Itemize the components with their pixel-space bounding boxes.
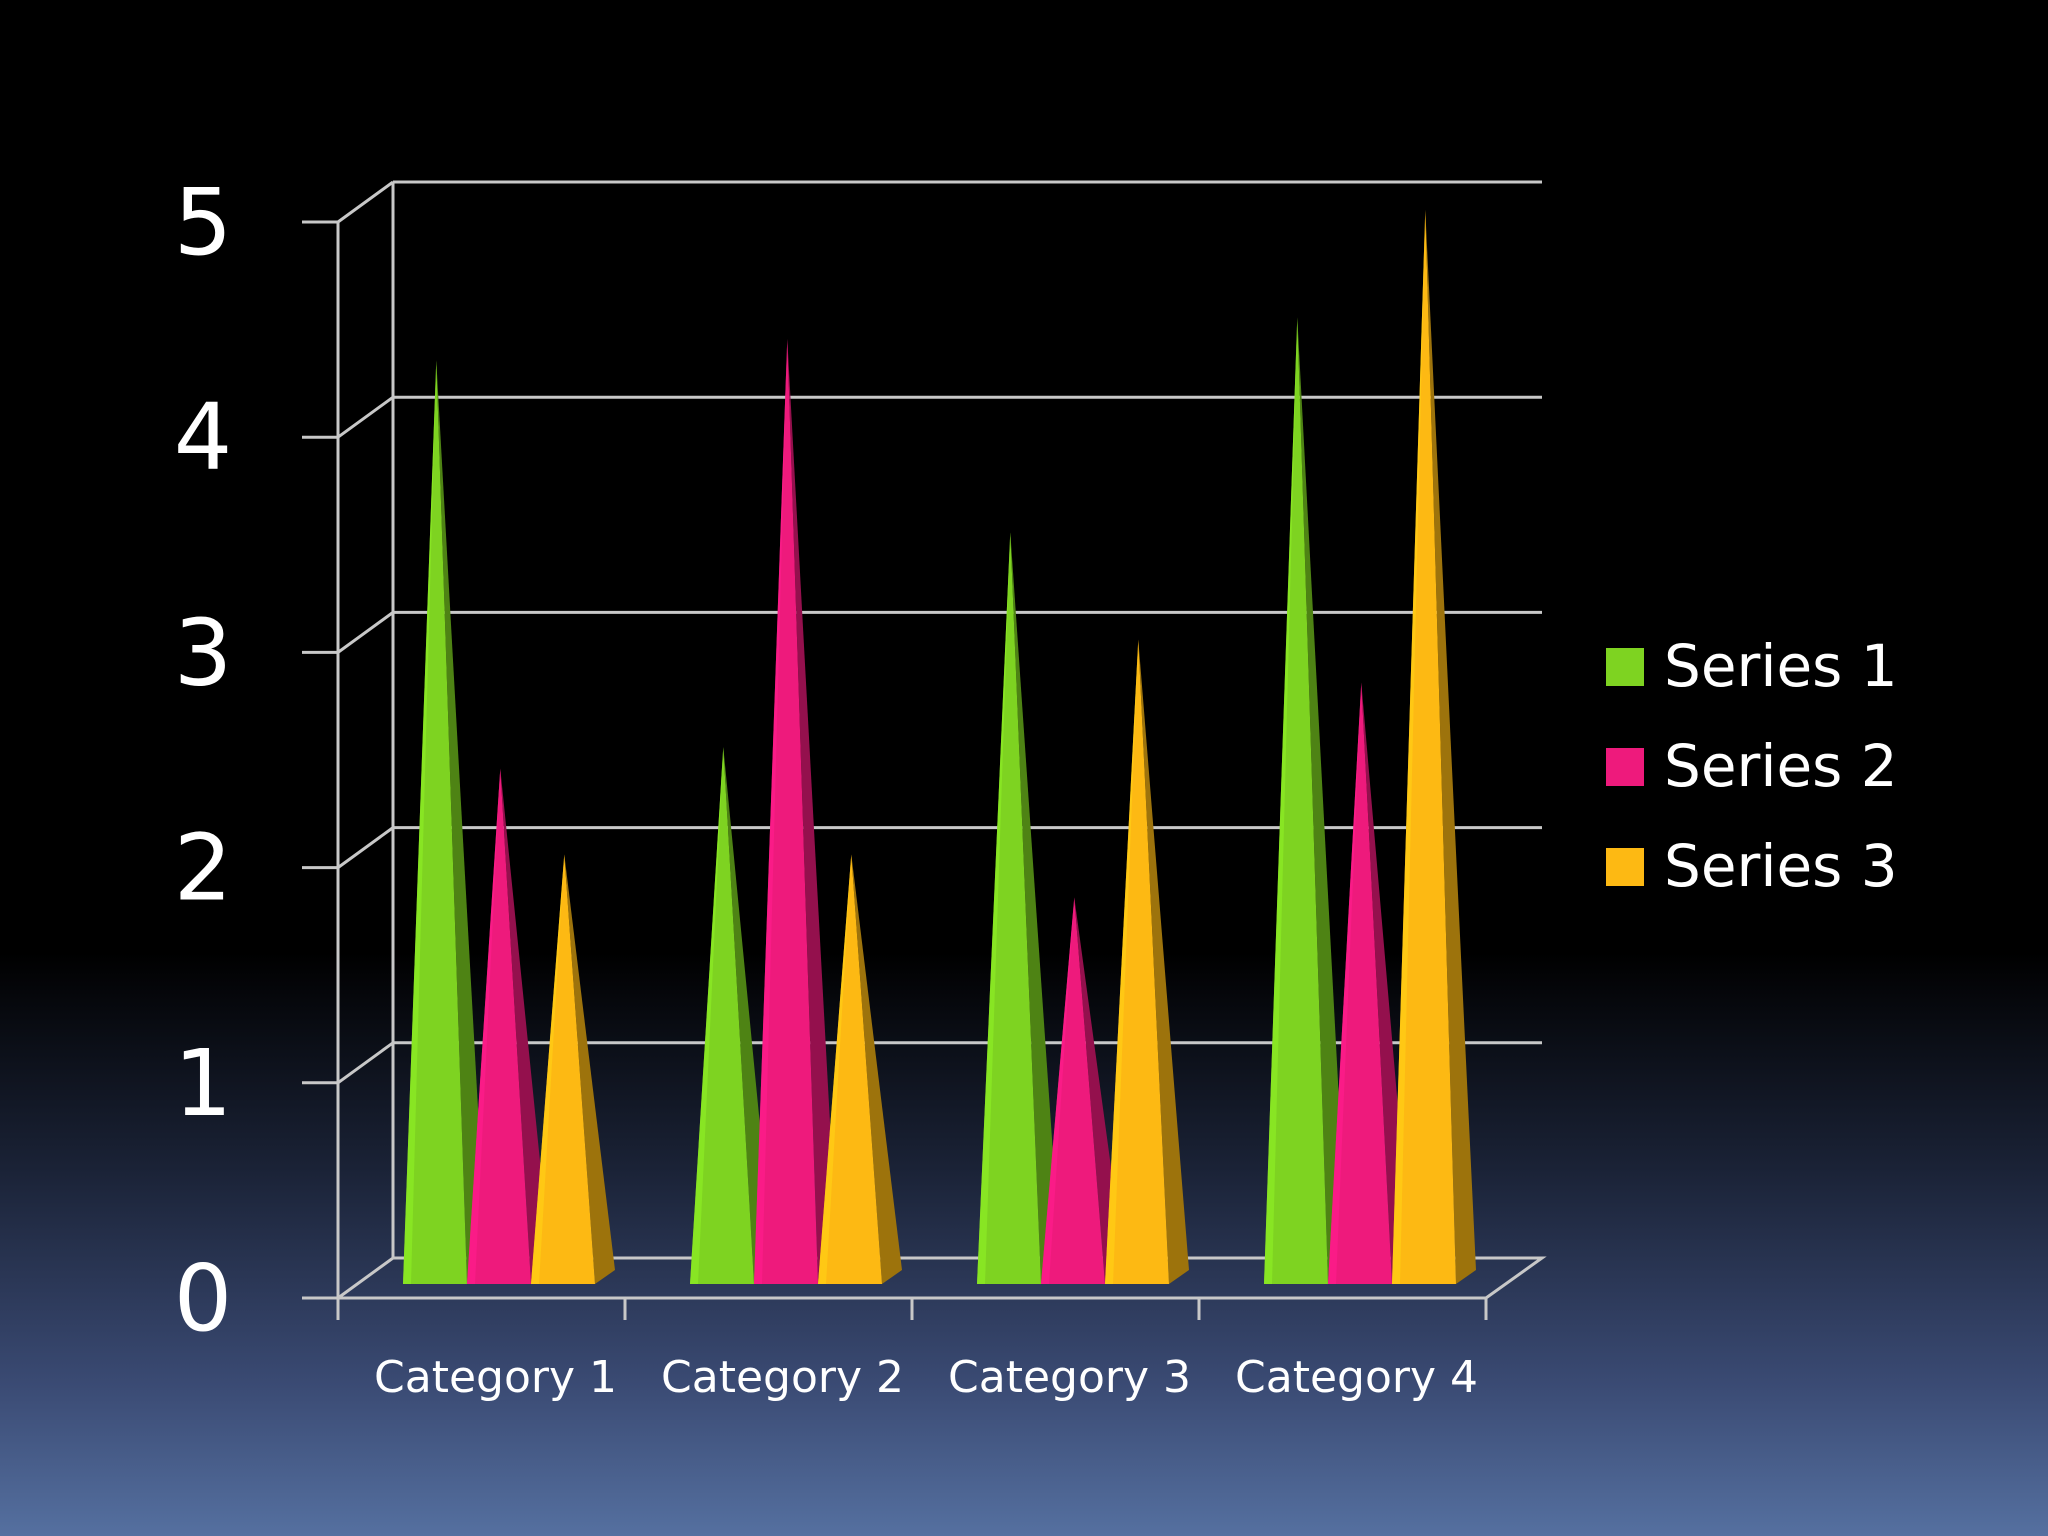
cone-bar: [467, 768, 551, 1284]
gridline-side: [337, 826, 394, 869]
gridline-side: [337, 395, 394, 439]
gridline-side: [337, 180, 394, 224]
y-tick-label: 5: [174, 169, 233, 276]
gridline-side: [337, 611, 394, 654]
y-tick-label: 1: [174, 1030, 233, 1137]
legend-item: Series 3: [1606, 832, 1898, 900]
legend-label: Series 1: [1664, 632, 1898, 700]
cone-bar: [818, 854, 902, 1284]
legend-item: Series 2: [1606, 732, 1898, 800]
cone-bar: [754, 338, 838, 1284]
axes: [302, 182, 1488, 1320]
cone-bar: [403, 360, 487, 1284]
legend-swatch: [1606, 848, 1644, 886]
y-tick-label: 0: [174, 1245, 233, 1352]
y-tick-label: 3: [174, 599, 233, 706]
legend-label: Series 3: [1664, 832, 1898, 900]
gridline-side: [337, 1041, 394, 1085]
legend-swatch: [1606, 748, 1644, 786]
y-tick-label: 2: [174, 815, 233, 922]
legend-swatch: [1606, 648, 1644, 686]
x-tick-label: Category 1: [374, 1352, 617, 1403]
x-tick-label: Category 3: [948, 1352, 1191, 1403]
cone-bar: [531, 854, 615, 1284]
x-tick-label: Category 4: [1235, 1352, 1478, 1403]
data-marks: [403, 210, 1476, 1284]
cone-bar: [1264, 317, 1348, 1284]
cone-bar: [1105, 639, 1189, 1284]
cone-bar: [977, 532, 1061, 1284]
chart-floor: [333, 1256, 1547, 1300]
x-tick-label: Category 2: [661, 1352, 904, 1403]
tick-labels: 0 1 2 3 4 5 Category 1 Category 2 Category 3 Cate…: [174, 169, 1478, 1403]
legend-item: Series 1: [1606, 632, 1898, 700]
legend-label: Series 2: [1664, 732, 1898, 800]
y-tick-label: 4: [174, 384, 233, 491]
legend: Series 1 Series 2 Series 3: [1606, 632, 1898, 900]
cone-bar: [1392, 210, 1476, 1284]
